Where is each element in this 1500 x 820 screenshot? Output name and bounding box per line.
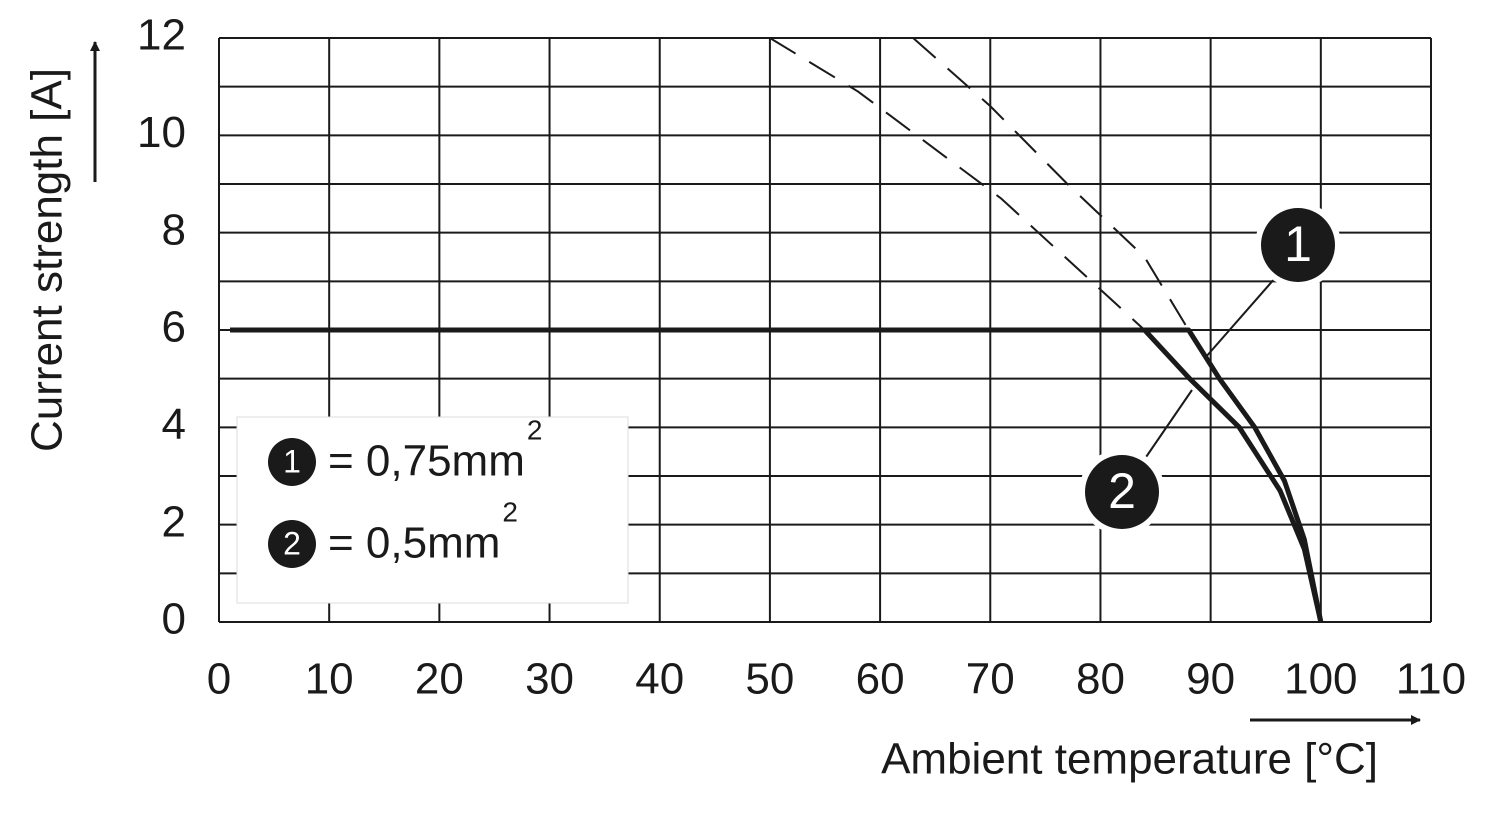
series-line: [1142, 328, 1324, 623]
callout-marker: [1085, 455, 1159, 529]
x-tick-label: 30: [525, 655, 574, 704]
x-tick-label: 50: [745, 655, 794, 704]
y-axis-label: Current strength [A]: [23, 68, 72, 452]
x-tick-label: 70: [966, 655, 1015, 704]
x-tick-label: 90: [1186, 655, 1235, 704]
legend-number: 1: [283, 443, 301, 479]
y-tick-label: 0: [162, 595, 186, 644]
legend-marker: [268, 438, 316, 486]
x-tick-label: 10: [305, 655, 354, 704]
callout-marker: [1261, 208, 1335, 282]
x-tick-label: 0: [207, 655, 231, 704]
x-tick-label: 40: [635, 655, 684, 704]
y-tick-label: 6: [162, 303, 186, 352]
callout-leader: [1204, 276, 1277, 359]
legend-label: = 0,5mm: [328, 519, 500, 568]
legend-sup: 2: [502, 496, 518, 527]
series-line: [230, 327, 1324, 623]
y-tick-label: 2: [162, 497, 186, 546]
y-tick-label: 10: [137, 108, 186, 157]
x-tick-label: 20: [415, 655, 464, 704]
callout-number: 1: [1284, 216, 1312, 272]
callout-leader: [1143, 389, 1193, 461]
x-tick-label: 60: [856, 655, 905, 704]
dashed-line: [769, 37, 1146, 331]
y-tick-label: 12: [137, 11, 186, 60]
legend-marker: [268, 520, 316, 568]
y-tick-label: 8: [162, 205, 186, 254]
callout-number: 2: [1108, 463, 1136, 519]
dashed-line: [912, 37, 1190, 331]
y-tick-label: 4: [162, 400, 186, 449]
x-tick-label: 100: [1284, 655, 1357, 704]
x-tick-label: 80: [1076, 655, 1125, 704]
lines: 12: [230, 37, 1341, 623]
x-axis-label: Ambient temperature [°C]: [881, 735, 1378, 784]
x-tick-label: 110: [1396, 655, 1466, 704]
legend-sup: 2: [527, 414, 543, 445]
legend-label: = 0,75mm: [328, 437, 525, 486]
legend-number: 2: [283, 525, 301, 561]
